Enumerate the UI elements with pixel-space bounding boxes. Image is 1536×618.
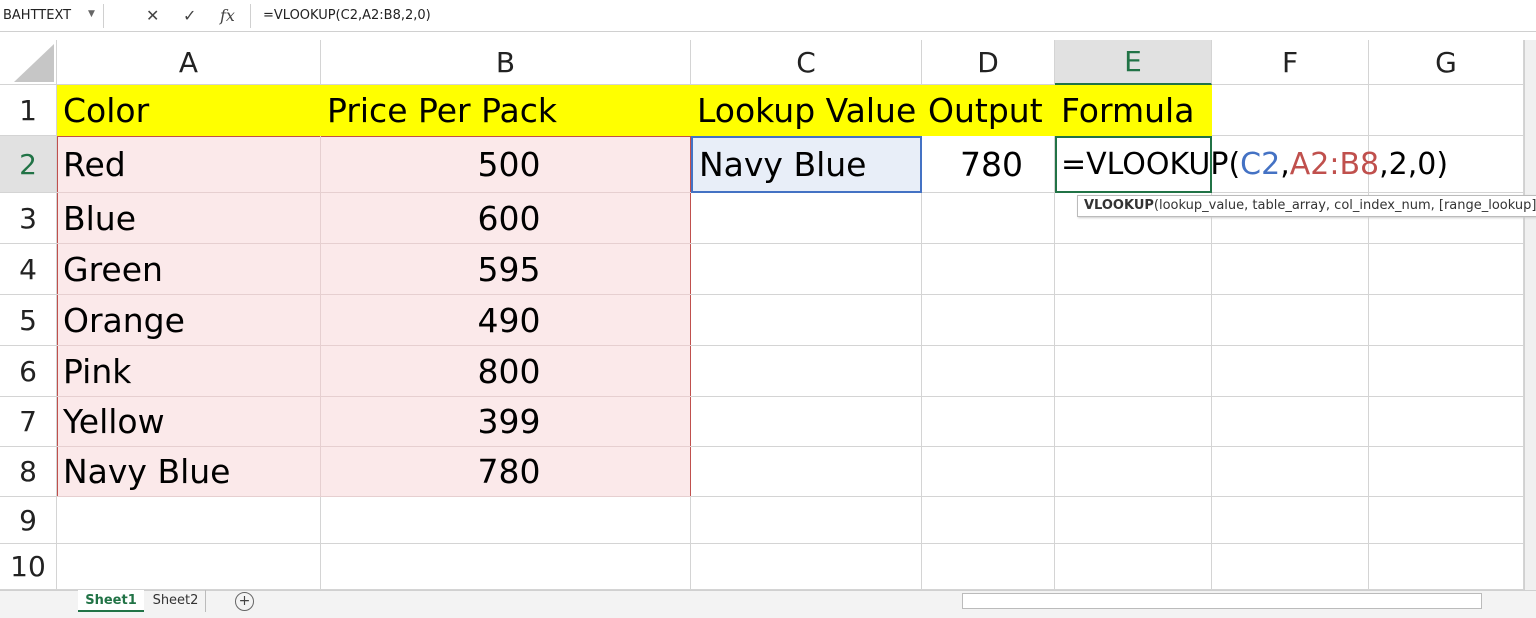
- grid-line: [57, 396, 1524, 397]
- grid-line: [57, 345, 1524, 346]
- grid-line: [57, 589, 1524, 590]
- header-cell[interactable]: Price Per Pack: [321, 85, 691, 136]
- row-header[interactable]: 2: [0, 136, 57, 193]
- grid-line: [57, 446, 1524, 447]
- header-cell[interactable]: Formula: [1055, 85, 1212, 136]
- sheet-tab[interactable]: Sheet1: [78, 590, 144, 612]
- select-all-triangle: [14, 44, 54, 82]
- row-header[interactable]: 1: [0, 85, 57, 136]
- output-cell[interactable]: 780: [960, 145, 1023, 184]
- row-header[interactable]: 3: [0, 193, 57, 244]
- color-cell[interactable]: Green: [57, 244, 321, 295]
- formula-bar: [0, 0, 1536, 32]
- grid-line: [57, 496, 1524, 497]
- color-cell[interactable]: Blue: [57, 193, 321, 244]
- price-cell[interactable]: 399: [321, 397, 691, 447]
- table-range-highlight: [57, 136, 691, 497]
- header-cell[interactable]: Color: [57, 85, 321, 136]
- horizontal-scrollbar[interactable]: [962, 593, 1482, 609]
- column-header[interactable]: B: [321, 40, 691, 85]
- vertical-scrollbar[interactable]: [1524, 40, 1536, 590]
- grid-line: [1523, 85, 1524, 590]
- name-box[interactable]: BAHTTEXT: [0, 4, 104, 28]
- lookup-value-cell[interactable]: Navy Blue: [691, 136, 922, 193]
- color-cell[interactable]: Red: [57, 136, 321, 193]
- enter-button[interactable]: ✓: [183, 6, 197, 25]
- active-cell[interactable]: =VLOOKUP(C2, A2:B8,2,0): [1055, 136, 1448, 193]
- row-header[interactable]: 10: [0, 544, 57, 590]
- price-cell[interactable]: 800: [321, 346, 691, 397]
- row-header[interactable]: 8: [0, 447, 57, 497]
- formula-part: C2: [1240, 147, 1281, 182]
- column-header[interactable]: F: [1212, 40, 1369, 85]
- formula-part: A2:B8: [1289, 147, 1380, 182]
- function-tooltip: VLOOKUP(lookup_value, table_array, col_i…: [1077, 195, 1536, 217]
- add-sheet-button[interactable]: +: [235, 592, 254, 611]
- color-cell[interactable]: Yellow: [57, 397, 321, 447]
- insert-function-button[interactable]: fx: [220, 6, 235, 25]
- grid-line: [1368, 85, 1369, 590]
- price-cell[interactable]: 500: [321, 136, 691, 193]
- row-header[interactable]: 7: [0, 397, 57, 447]
- color-cell[interactable]: Navy Blue: [57, 447, 321, 497]
- grid-line: [921, 85, 922, 590]
- header-cell[interactable]: Lookup Value: [691, 85, 922, 136]
- row-header[interactable]: 6: [0, 346, 57, 397]
- price-cell[interactable]: 600: [321, 193, 691, 244]
- grid-line: [1211, 85, 1212, 590]
- column-header[interactable]: C: [691, 40, 922, 85]
- row-header[interactable]: 5: [0, 295, 57, 346]
- formula-part: =VLOOKUP(: [1061, 147, 1241, 182]
- formula-part: ,: [1280, 147, 1290, 182]
- cancel-button[interactable]: ✕: [146, 6, 160, 25]
- row-header[interactable]: 9: [0, 497, 57, 544]
- formula-in-cell: =VLOOKUP(C2, A2:B8,2,0): [1061, 138, 1448, 191]
- header-cell[interactable]: Output: [922, 85, 1055, 136]
- formula-input[interactable]: =VLOOKUP(C2,A2:B8,2,0): [250, 4, 1536, 28]
- grid-line: [1054, 85, 1055, 590]
- row-header[interactable]: 4: [0, 244, 57, 295]
- tooltip-arguments: (lookup_value, table_array, col_index_nu…: [1153, 198, 1536, 213]
- sheet-tab[interactable]: Sheet2: [146, 590, 206, 612]
- column-header[interactable]: G: [1369, 40, 1524, 85]
- name-box-dropdown[interactable]: ▼: [88, 9, 95, 19]
- grid-line: [57, 243, 1524, 244]
- color-cell[interactable]: Orange: [57, 295, 321, 346]
- column-header[interactable]: D: [922, 40, 1055, 85]
- price-cell[interactable]: 595: [321, 244, 691, 295]
- column-header[interactable]: E: [1055, 40, 1212, 85]
- price-cell[interactable]: 780: [321, 447, 691, 497]
- tooltip-function-name: VLOOKUP: [1084, 198, 1154, 213]
- column-header[interactable]: A: [57, 40, 321, 85]
- grid-line: [57, 294, 1524, 295]
- color-cell[interactable]: Pink: [57, 346, 321, 397]
- price-cell[interactable]: 490: [321, 295, 691, 346]
- formula-part: ,2,0): [1379, 147, 1449, 182]
- grid-line: [57, 543, 1524, 544]
